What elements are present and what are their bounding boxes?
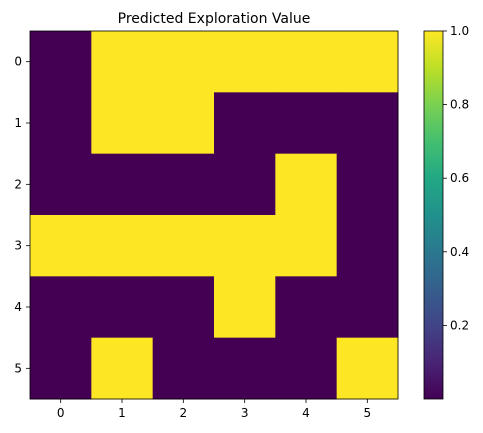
heatmap-cell-r2-c3 xyxy=(214,153,276,216)
x-tick-label: 2 xyxy=(180,406,188,420)
heatmap-cell-r1-c4 xyxy=(275,92,338,155)
heatmap-cell-r3-c2 xyxy=(152,215,215,277)
y-tick-label: 0 xyxy=(14,55,22,69)
x-tick-label: 3 xyxy=(241,406,249,420)
heatmap-cell-r3-c1 xyxy=(91,215,154,277)
heatmap-cell-r3-c5 xyxy=(336,215,399,277)
heatmap-cell-r5-c3 xyxy=(214,337,276,400)
heatmap-cell-r5-c1 xyxy=(91,337,154,400)
chart-title: Predicted Exploration Value xyxy=(118,11,311,27)
heatmap-cell-r3-c4 xyxy=(275,215,338,277)
heatmap-cell-r0-c1 xyxy=(91,31,154,93)
colorbar-tick-label: 0.2 xyxy=(450,318,469,332)
colorbar-tick-label: 0.8 xyxy=(450,98,469,112)
x-tick-label: 0 xyxy=(57,406,65,420)
colorbar-tick-label: 1.0 xyxy=(450,24,469,38)
heatmap-cell-r1-c3 xyxy=(214,92,276,155)
y-tick-label: 3 xyxy=(14,239,22,253)
heatmap-cell-r4-c3 xyxy=(214,276,276,339)
heatmap-cell-r4-c4 xyxy=(275,276,338,339)
colorbar-tick-label: 0.6 xyxy=(450,171,469,185)
y-tick-label: 1 xyxy=(14,116,22,130)
x-tick-label: 1 xyxy=(118,406,126,420)
colorbar-axis: 0.2 0.4 0.6 0.8 1.0 xyxy=(443,24,469,332)
heatmap-cell-r3-c3 xyxy=(214,215,276,277)
heatmap-cell-r5-c0 xyxy=(30,337,92,400)
heatmap-cell-r4-c2 xyxy=(152,276,215,339)
heatmap-cell-r2-c0 xyxy=(30,153,92,216)
heatmap-cell-r0-c2 xyxy=(152,31,215,93)
y-tick-label: 2 xyxy=(14,177,22,191)
heatmap-cell-r0-c0 xyxy=(30,31,92,93)
heatmap-cell-r2-c1 xyxy=(91,153,154,216)
x-tick-label: 5 xyxy=(364,406,372,420)
heatmap-cells xyxy=(30,31,399,400)
heatmap-cell-r0-c4 xyxy=(275,31,338,93)
heatmap-cell-r2-c5 xyxy=(336,153,399,216)
heatmap-cell-r5-c5 xyxy=(336,337,399,400)
heatmap-cell-r0-c3 xyxy=(214,31,276,93)
heatmap-cell-r1-c2 xyxy=(152,92,215,155)
y-tick-label: 5 xyxy=(14,361,22,375)
colorbar xyxy=(424,31,443,399)
heatmap-cell-r1-c5 xyxy=(336,92,399,155)
heatmap-cell-r1-c0 xyxy=(30,92,92,155)
heatmap-cell-r5-c4 xyxy=(275,337,338,400)
heatmap-cell-r5-c2 xyxy=(152,337,215,400)
x-tick-label: 4 xyxy=(302,406,310,420)
heatmap-cell-r4-c1 xyxy=(91,276,154,339)
y-tick-label: 4 xyxy=(14,300,22,314)
heatmap-cell-r1-c1 xyxy=(91,92,154,155)
colorbar-tick-label: 0.4 xyxy=(450,245,469,259)
x-axis: 0 1 2 3 4 5 xyxy=(57,399,371,420)
heatmap-cell-r4-c5 xyxy=(336,276,399,339)
heatmap-cell-r4-c0 xyxy=(30,276,92,339)
heatmap-cell-r3-c0 xyxy=(30,215,92,277)
heatmap-cell-r2-c4 xyxy=(275,153,338,216)
colorbar-frame xyxy=(423,30,444,400)
plot-frame xyxy=(29,30,399,400)
heatmap-cell-r2-c2 xyxy=(152,153,215,216)
y-axis: 0 1 2 3 4 5 xyxy=(14,55,30,375)
heatmap-cell-r0-c5 xyxy=(336,31,399,93)
